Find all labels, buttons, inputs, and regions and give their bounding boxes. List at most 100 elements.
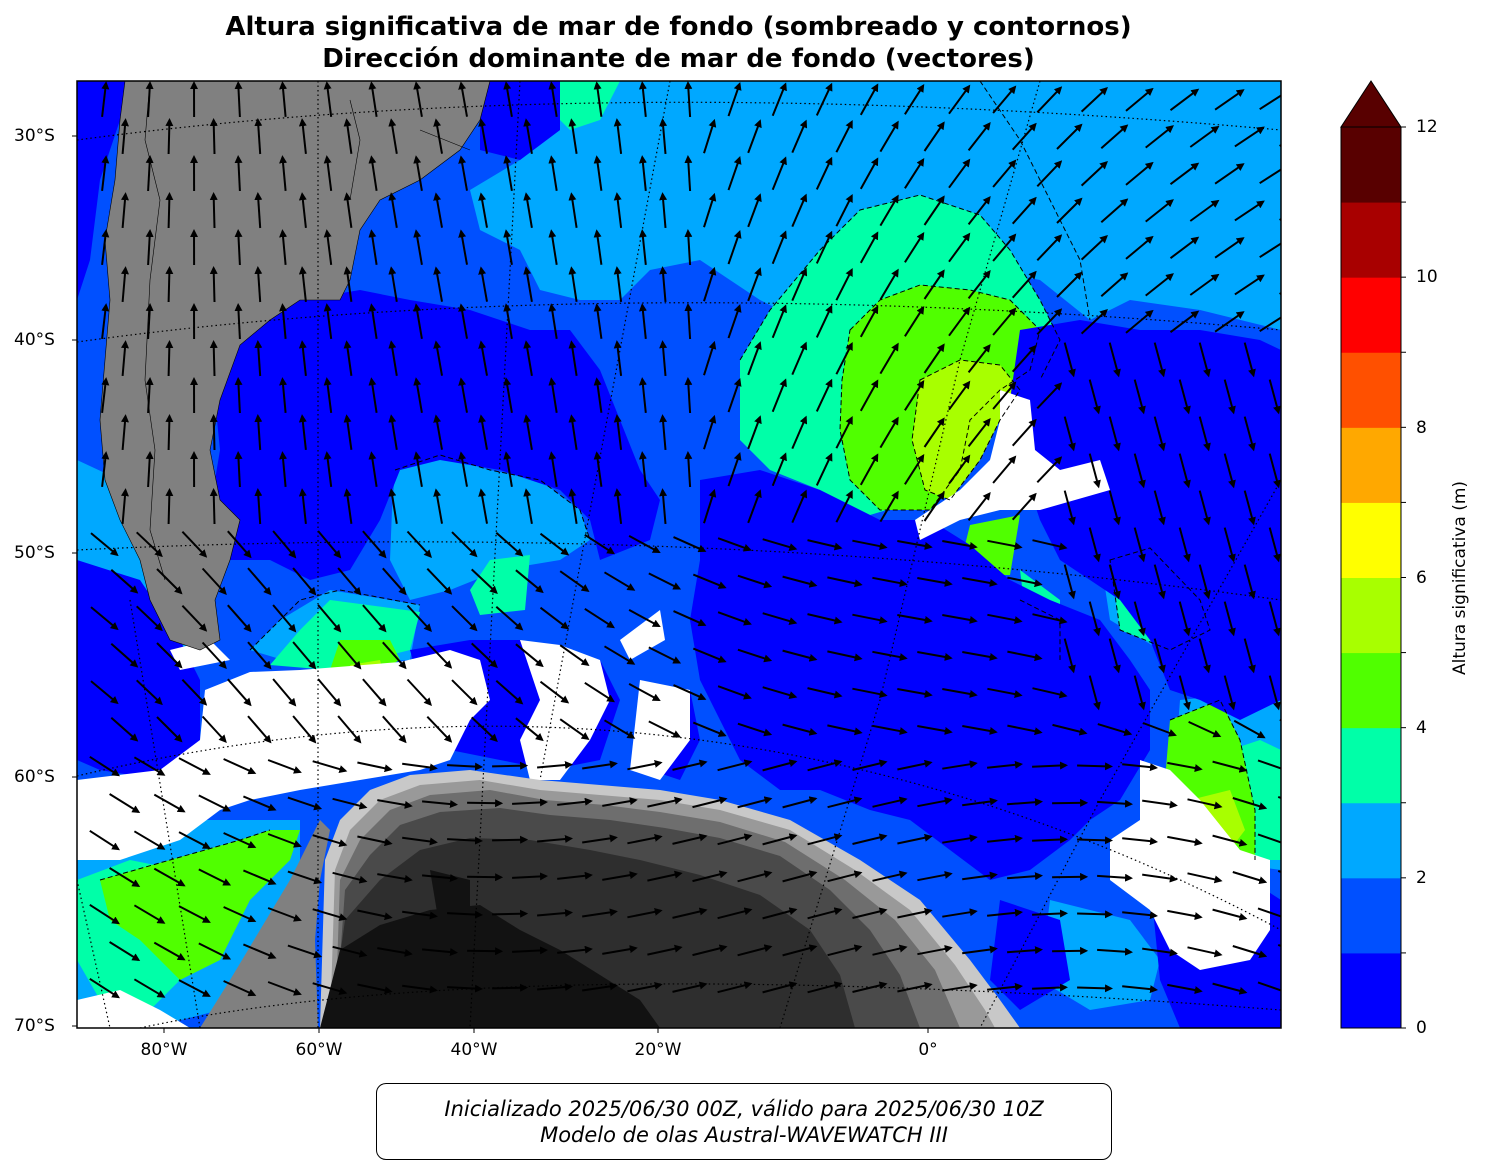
wave-vector	[1063, 342, 1076, 378]
wave-vector	[717, 833, 753, 846]
wave-vector	[647, 870, 683, 882]
wave-vector	[986, 834, 1023, 843]
wave-vector	[1036, 308, 1063, 335]
wave-vector	[1169, 310, 1200, 333]
wave-vector	[145, 377, 154, 414]
wave-vector	[451, 531, 478, 558]
wave-vector	[153, 793, 186, 813]
wave-vector	[422, 874, 458, 883]
wave-vector	[613, 266, 623, 303]
wave-vector	[548, 229, 558, 265]
wave-vector	[771, 304, 787, 339]
wave-vector	[145, 303, 154, 340]
wave-vector	[703, 414, 717, 450]
wave-vector	[942, 908, 978, 918]
wave-vector	[209, 414, 218, 451]
wave-vector	[89, 977, 120, 999]
wave-vector	[377, 873, 413, 883]
wave-vector	[967, 196, 991, 226]
wave-vector	[684, 451, 693, 488]
wave-vector	[298, 266, 307, 303]
wave-vector	[1187, 872, 1223, 884]
wave-vector	[406, 530, 432, 558]
wave-vector	[859, 231, 879, 264]
wave-vector	[101, 155, 110, 192]
wave-vector	[1277, 795, 1281, 800]
wave-vector	[807, 759, 843, 772]
wave-vector	[101, 81, 110, 118]
wave-vector	[1233, 719, 1266, 739]
wave-vector	[426, 642, 453, 669]
wave-vector	[503, 377, 513, 413]
wave-vector	[388, 488, 398, 524]
wave-vector	[762, 907, 798, 920]
wave-vector	[165, 488, 174, 525]
wave-vector	[1077, 984, 1113, 993]
wave-vector	[628, 609, 661, 628]
footer-line2: Modelo de olas Austral-WAVEWATCH III	[540, 1123, 948, 1147]
wave-vector	[121, 414, 129, 450]
colorbar-tick-10: 10	[1416, 267, 1438, 287]
wave-vector	[548, 303, 558, 339]
wave-vector	[1169, 88, 1200, 111]
lon-label-60w: 60°W	[295, 1040, 343, 1060]
wave-vector	[684, 155, 693, 192]
wave-vector	[382, 567, 407, 596]
wave-vector	[737, 944, 773, 957]
lon-label-0: 0°	[918, 1040, 938, 1060]
antarctic-peninsula-land	[200, 820, 330, 1028]
wave-vector	[145, 229, 154, 266]
wave-vector	[426, 568, 453, 595]
wave-vector	[492, 909, 529, 918]
wave-vector	[247, 715, 272, 744]
wave-vector	[1290, 343, 1299, 376]
wave-vector	[923, 121, 945, 152]
colorbar-segment	[1341, 427, 1401, 503]
wave-vector	[254, 414, 263, 451]
wave-vector	[835, 120, 853, 153]
wave-vector	[1167, 909, 1203, 920]
wave-vector	[923, 417, 945, 448]
wave-vector	[312, 760, 348, 773]
wave-vector	[471, 642, 498, 668]
wave-vector	[181, 531, 208, 558]
wave-vector	[967, 344, 991, 374]
wave-vector	[1007, 576, 1043, 588]
wave-vector	[782, 575, 818, 588]
wave-vector	[962, 725, 998, 735]
wave-vector	[747, 415, 762, 450]
wave-vector	[627, 833, 663, 845]
wave-vector	[917, 725, 953, 735]
country-borders	[144, 81, 471, 581]
wave-vector	[638, 377, 647, 414]
wave-vector	[717, 537, 752, 552]
wave-vector	[1198, 564, 1211, 600]
wave-vector	[1080, 309, 1108, 335]
footer-line1: Inicializado 2025/06/30 00Z, válido para…	[444, 1097, 1044, 1121]
wave-vector	[279, 81, 288, 117]
wave-vector	[613, 340, 623, 377]
wave-vector	[503, 303, 513, 339]
wave-vector	[1259, 94, 1281, 111]
wave-vector	[478, 340, 488, 376]
wave-vector	[648, 720, 682, 738]
wave-vector	[782, 796, 818, 809]
wave-vector	[478, 118, 488, 154]
wave-vector	[298, 192, 307, 229]
wave-vector	[272, 530, 297, 559]
wave-vector	[515, 643, 544, 668]
colorbar-tick-12: 12	[1416, 117, 1438, 137]
wave-vector	[458, 377, 468, 413]
wave-vector	[523, 414, 533, 450]
wave-vector	[1153, 638, 1166, 674]
wave-vector	[413, 377, 423, 413]
wave-vector	[323, 451, 333, 488]
wave-vector	[343, 192, 353, 228]
wave-vector	[467, 947, 504, 956]
colorbar-segment	[1341, 577, 1401, 654]
wave-vector	[603, 719, 636, 739]
wave-vector	[659, 340, 668, 376]
wave-vector	[287, 944, 323, 959]
wave-vector	[967, 270, 991, 300]
wave-vector	[648, 572, 682, 590]
